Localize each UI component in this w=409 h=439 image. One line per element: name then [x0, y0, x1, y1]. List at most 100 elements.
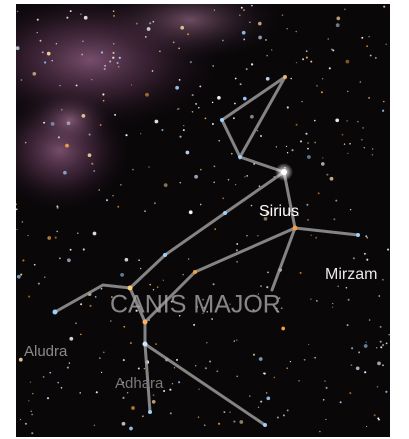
background-star — [286, 152, 289, 154]
star — [356, 233, 360, 237]
background-star — [265, 392, 268, 394]
background-star — [69, 336, 74, 341]
background-star — [75, 322, 77, 325]
background-star — [82, 248, 85, 251]
background-star — [69, 10, 72, 13]
background-star — [280, 307, 283, 310]
star — [292, 225, 298, 231]
background-star — [277, 310, 280, 313]
background-star — [290, 77, 292, 80]
background-star — [169, 388, 172, 391]
background-star — [295, 123, 298, 126]
background-star — [214, 228, 217, 230]
background-star — [265, 38, 267, 41]
background-star — [203, 306, 206, 309]
background-star — [46, 51, 51, 56]
background-star — [81, 53, 84, 56]
background-star — [267, 271, 269, 274]
star — [223, 211, 227, 215]
background-star — [363, 147, 365, 149]
background-star — [140, 133, 142, 135]
star — [163, 253, 167, 257]
background-star — [382, 278, 384, 281]
star — [142, 319, 148, 325]
background-star — [67, 258, 71, 263]
star-sirius-core — [281, 169, 287, 175]
background-star — [135, 309, 138, 312]
background-star — [324, 380, 326, 382]
background-star — [59, 84, 61, 87]
background-star — [28, 400, 30, 402]
constellation-stars — [52, 75, 360, 427]
background-star — [266, 55, 268, 57]
background-star — [199, 203, 202, 206]
background-star — [130, 84, 133, 86]
background-star — [369, 54, 372, 57]
background-star — [361, 139, 363, 141]
background-star — [380, 346, 383, 349]
background-star — [50, 122, 55, 126]
background-star — [188, 210, 193, 215]
background-star — [18, 357, 23, 362]
background-star — [233, 420, 236, 423]
background-star — [20, 79, 23, 81]
background-star — [42, 375, 45, 378]
background-star — [307, 155, 311, 159]
background-star — [32, 392, 34, 395]
background-star — [20, 273, 23, 276]
background-star — [81, 114, 86, 118]
star — [142, 341, 148, 347]
background-star — [317, 192, 320, 195]
background-star — [49, 371, 52, 374]
background-star — [359, 81, 362, 83]
background-star — [212, 65, 214, 67]
background-star — [162, 279, 164, 281]
background-star — [104, 65, 106, 67]
background-star — [322, 398, 325, 401]
background-star — [29, 381, 32, 383]
background-star — [222, 197, 225, 200]
background-star — [118, 56, 121, 59]
background-star — [178, 47, 180, 50]
background-star — [239, 83, 242, 86]
background-star — [151, 399, 156, 404]
star — [127, 285, 133, 291]
background-star — [365, 235, 368, 238]
background-star — [178, 79, 181, 81]
background-star — [109, 60, 112, 63]
background-star — [350, 364, 353, 366]
background-star — [16, 228, 18, 231]
background-star — [376, 347, 378, 349]
background-star — [236, 339, 238, 341]
background-star — [113, 14, 115, 17]
background-star — [349, 142, 351, 145]
background-star — [56, 205, 59, 208]
background-star — [364, 371, 367, 374]
background-star — [379, 340, 382, 343]
background-star — [307, 218, 310, 221]
background-star — [161, 128, 164, 132]
background-star — [371, 153, 374, 156]
background-star — [372, 148, 374, 150]
background-star — [120, 184, 122, 186]
background-star — [249, 395, 251, 397]
background-star — [193, 323, 196, 326]
background-star — [297, 214, 300, 217]
background-star — [100, 51, 104, 54]
background-star — [223, 411, 226, 414]
background-star — [149, 283, 152, 286]
background-star — [31, 413, 33, 416]
background-star — [191, 94, 194, 97]
background-star — [163, 183, 168, 187]
background-star — [129, 342, 132, 345]
background-star — [316, 300, 318, 302]
background-star — [266, 286, 269, 289]
background-star — [80, 333, 82, 336]
background-star — [75, 84, 78, 87]
background-star — [246, 175, 249, 177]
background-star — [79, 392, 81, 394]
background-star — [27, 234, 29, 237]
background-star — [112, 51, 115, 54]
background-star — [250, 4, 253, 7]
background-star — [58, 257, 61, 260]
